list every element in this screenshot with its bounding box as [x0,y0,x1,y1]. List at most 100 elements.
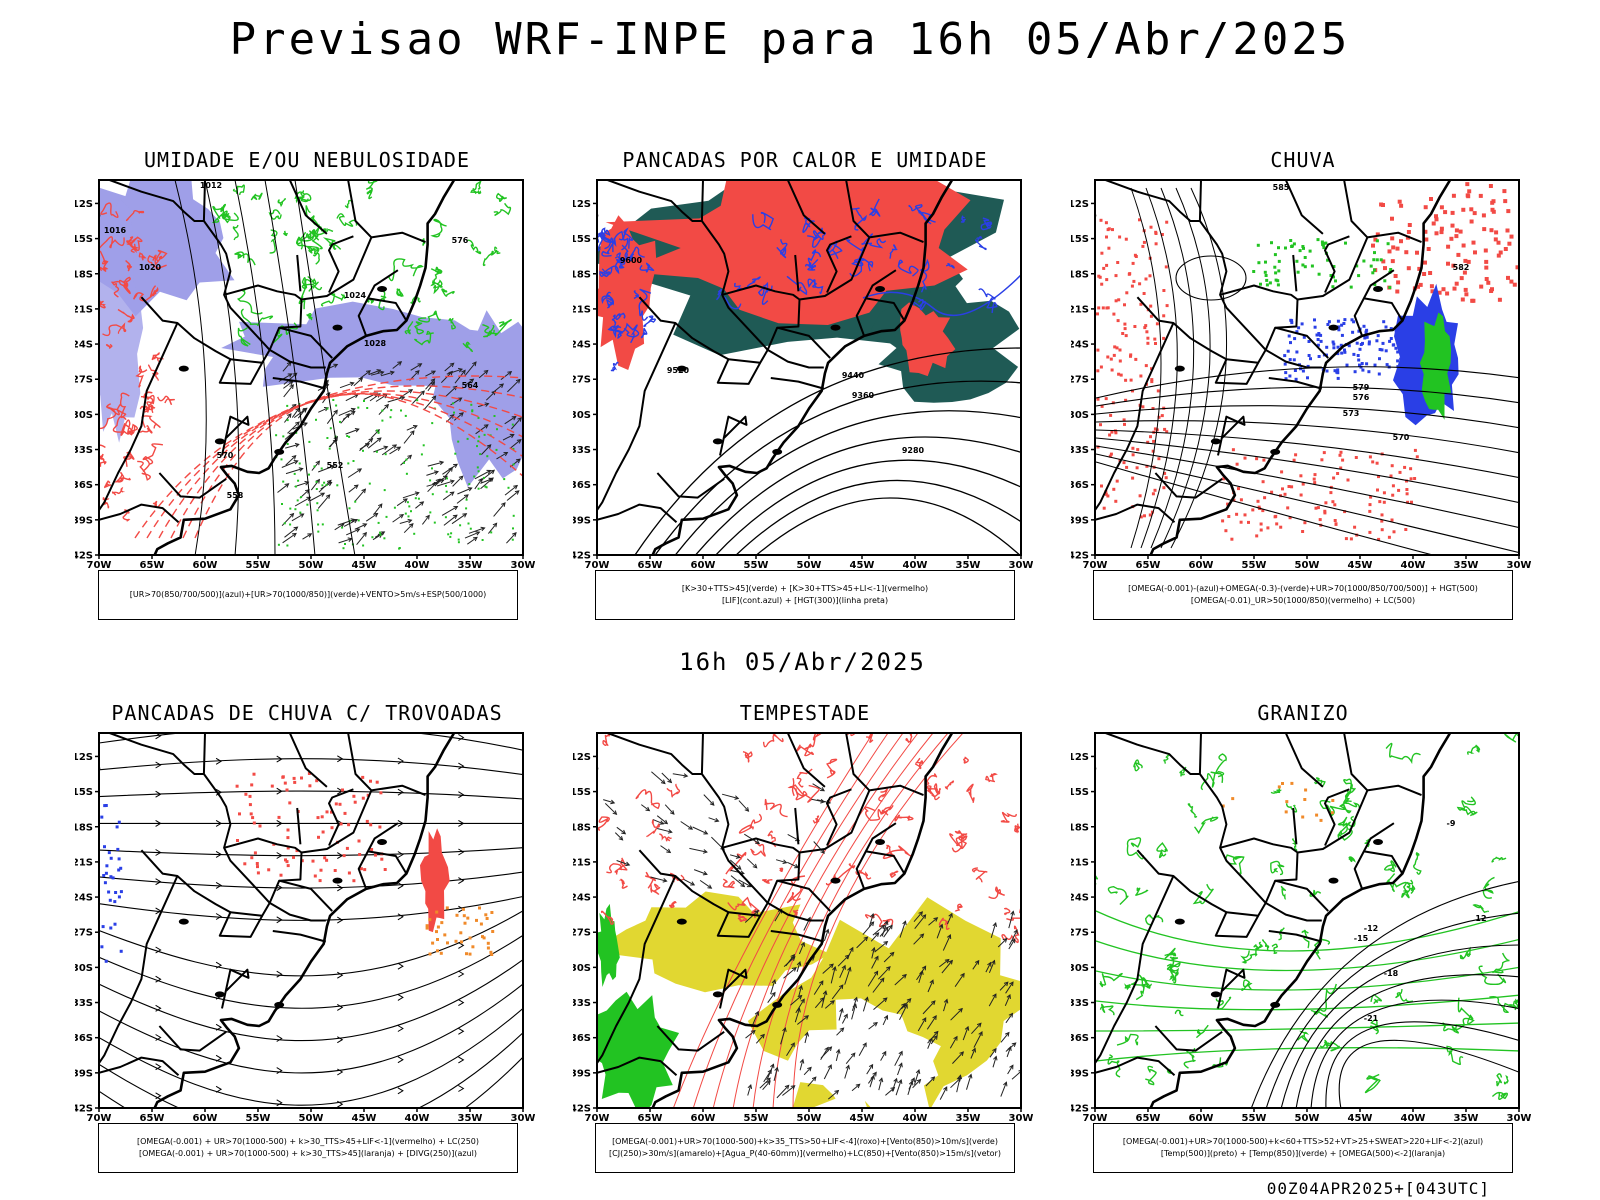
water-contour [727,896,752,911]
precip-area-red [1397,199,1402,204]
wind-vector [488,522,497,534]
precip-area-red [1148,513,1152,517]
humidity-speck [344,543,346,545]
height-contour [755,497,1021,555]
wind-vector [990,922,997,938]
humidity-speck [286,419,289,422]
height-contour [1095,420,1519,454]
wind-arrowhead [740,882,746,888]
temperature-850-contour [1195,1024,1209,1039]
precip-area-red [1131,389,1134,393]
humidity-speck [283,522,286,525]
streamline-arrow [458,970,465,978]
precip-area-red [1290,485,1294,489]
contour-label: -21 [1364,1014,1379,1023]
precip-area-red [1261,480,1265,484]
lon-label: 50W [797,1113,822,1124]
wind-arrowhead [618,835,624,841]
thickness-contour [152,500,158,508]
wind-vector [746,858,758,869]
contour-label: 9440 [842,371,865,380]
water-contour [646,819,661,838]
lon-label: 55W [246,1113,271,1124]
thickness-contour [137,460,151,481]
precip-area-red [1143,514,1146,518]
precip-area-green [1296,270,1300,274]
lat-label: 21S [1071,304,1089,315]
storm-area-orange [439,951,443,955]
water-contour [786,875,806,904]
precip-area-red [1107,227,1111,231]
humidity-speck [477,487,480,490]
precip-area-red [1490,200,1495,205]
lon-label: 35W [956,1113,981,1124]
lake [377,285,388,292]
precip-area-blue [1343,318,1347,322]
streamline [99,871,523,889]
lon-label: 50W [299,560,324,571]
border-line [296,254,302,292]
lake [772,1001,783,1008]
humidity-contour-low [462,341,473,353]
humidity-speck [457,538,460,541]
wind-arrowhead [414,491,420,496]
lon-label: 55W [744,560,769,571]
wind-arrowhead [960,972,965,978]
wind-vector [345,428,359,435]
lifted-index-contour [611,314,619,329]
wind-arrowhead [412,425,418,430]
wind-arrowhead [782,1027,787,1033]
wind-vector [699,879,712,889]
wind-arrowhead [791,967,797,972]
storm-area-red [283,781,287,785]
humidity-speck [315,488,318,490]
lifted-index-contour [980,217,993,231]
border-line [1324,235,1350,293]
streamline-arrow [155,1034,162,1041]
divergence-area-blue [107,851,111,855]
humidity-speck [321,484,324,487]
lon-label: 30W [511,560,535,571]
wind-vector [443,514,458,526]
wind-arrowhead [827,1046,833,1052]
lifted-index-contour [807,227,823,241]
streamline-arrow [337,1036,344,1044]
wind-vector [873,997,888,1010]
humidity-speck [429,511,432,514]
lifted-index-contour [945,262,955,269]
wind-arrowhead [376,369,382,374]
storm-area-red [277,815,281,819]
geography-layer [597,180,954,555]
precip-area-blue [1288,374,1292,378]
precip-area-green [1321,243,1325,247]
omega-area-orange [1315,813,1319,817]
lifted-index-contour [776,239,788,259]
divergence-area-blue [109,856,113,860]
humidity-contour-low [414,321,424,335]
precip-area-red [1381,259,1386,264]
divergence-area-blue [107,890,111,894]
wind-vector [338,538,352,544]
wind-arrowhead [355,528,361,533]
divergence-area-blue [111,876,115,880]
lake [1328,324,1339,331]
precip-area-red [1382,500,1386,504]
precip-area-red [1251,508,1255,512]
precip-area-red [1390,464,1394,468]
precip-area-red [1446,261,1450,266]
precip-area-green [1349,285,1353,289]
water-contour [722,878,735,889]
precip-area-blue [1384,349,1388,353]
wind-arrowhead [752,863,758,869]
lon-label: 70W [87,1113,112,1124]
wind-arrowhead [841,964,846,970]
wind-arrowhead [991,959,996,965]
temperature-500-contour [1295,974,1519,1108]
storm-area-red [267,868,271,872]
wind-vector [885,1087,895,1096]
precip-area-red [1413,448,1417,452]
precip-area-blue [1355,341,1359,345]
humidity-speck [317,530,320,533]
wind-vector [347,468,362,478]
